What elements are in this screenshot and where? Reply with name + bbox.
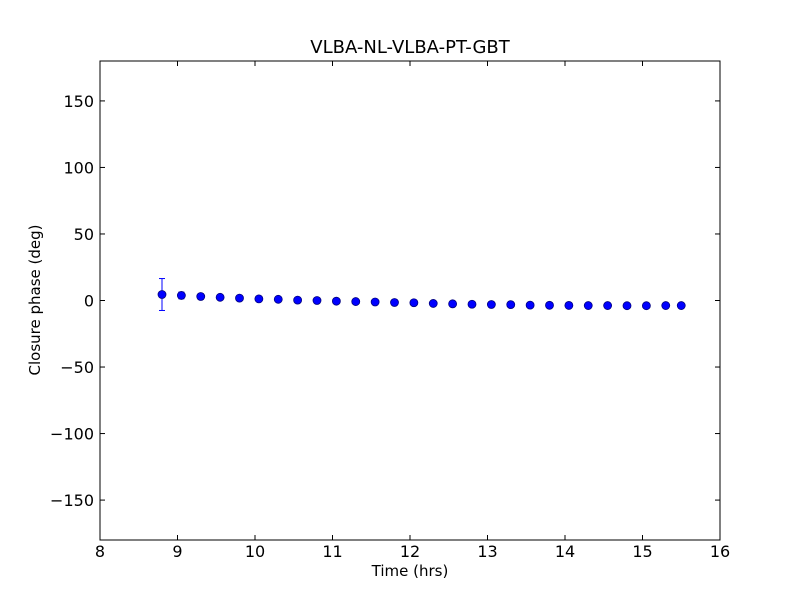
x-tick-label: 11 [322, 542, 342, 561]
data-point [370, 297, 380, 307]
data-point [622, 301, 632, 311]
data-point [293, 295, 303, 305]
data-layer [157, 278, 686, 311]
x-axis-label: Time (hrs) [371, 562, 449, 580]
data-point [583, 301, 593, 310]
data-point [603, 301, 613, 310]
data-point [312, 296, 322, 305]
x-tick-label: 16 [710, 542, 730, 561]
data-point [176, 291, 186, 300]
x-tick-label: 9 [172, 542, 182, 561]
y-tick-label: 0 [84, 292, 94, 311]
data-point [390, 298, 399, 307]
y-tick-label: −150 [50, 491, 94, 510]
chart-title: VLBA-NL-VLBA-PT-GBT [310, 37, 510, 58]
data-point [157, 290, 167, 299]
y-tick-label: 100 [63, 158, 94, 177]
y-tick-label: 150 [63, 92, 94, 111]
y-tick-label: −50 [60, 358, 94, 377]
data-point [525, 300, 535, 310]
data-point [351, 297, 361, 306]
x-tick-label: 13 [477, 542, 497, 561]
data-point [235, 293, 244, 303]
data-point [661, 301, 671, 310]
y-axis-label: Closure phase (deg) [26, 225, 44, 376]
data-point [641, 301, 651, 311]
x-tick-label: 14 [555, 542, 575, 561]
data-point [428, 299, 438, 308]
data-point [331, 296, 341, 306]
ticks-layer: 8 9 10 11 12 13 14 15 16 150 100 50 0 −50 −100 −150 [50, 61, 730, 561]
data-point [215, 292, 225, 302]
x-tick-label: 15 [632, 542, 652, 561]
data-point [409, 298, 419, 308]
data-point [506, 300, 516, 310]
data-point [545, 300, 554, 310]
data-point [564, 301, 574, 310]
y-tick-label: 50 [74, 225, 94, 244]
x-tick-label: 12 [400, 542, 420, 561]
x-tick-label: 8 [95, 542, 105, 561]
data-point [467, 299, 477, 309]
data-point [448, 299, 458, 309]
plot-frame [99, 60, 721, 541]
x-tick-label: 10 [245, 542, 265, 561]
data-point [676, 301, 686, 310]
data-point [273, 294, 283, 304]
data-point [486, 300, 496, 309]
data-point [196, 292, 206, 301]
y-tick-label: −100 [50, 425, 94, 444]
data-point [254, 294, 264, 304]
